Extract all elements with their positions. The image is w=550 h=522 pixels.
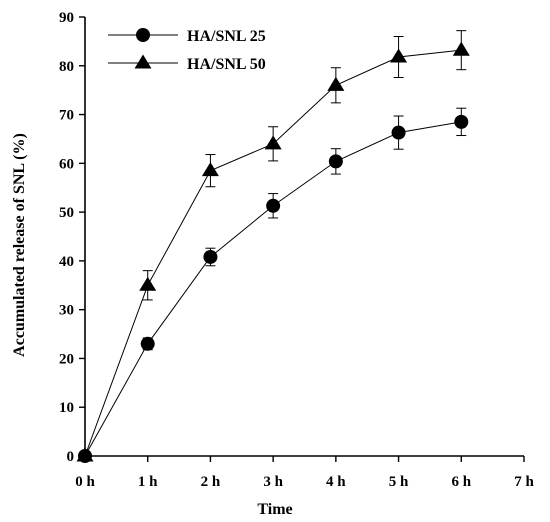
data-point: [328, 154, 343, 169]
series-1: [78, 107, 469, 463]
series-2: [76, 30, 470, 462]
axes: 0 10 20 30 40 50 60 70 80 90 0 h 1 h 2 h 3 h 4 h 5 h 6 h…: [59, 10, 534, 490]
data-point: [390, 48, 408, 63]
y-tick-label: 30: [59, 303, 74, 319]
legend-marker: [136, 28, 150, 42]
legend: HA/SNL 25 HA/SNL 50: [108, 28, 266, 73]
y-tick-label: 10: [59, 400, 74, 416]
data-point: [140, 336, 155, 351]
data-point: [452, 41, 470, 56]
series-line: [84, 49, 462, 457]
legend-label: HA/SNL 25: [187, 28, 266, 45]
y-axis-title: Accumulated release of SNL (%): [11, 133, 28, 357]
y-tick-label: 50: [59, 205, 74, 221]
x-tick-label: 2 h: [201, 474, 221, 490]
data-point: [454, 114, 469, 129]
data-point: [203, 249, 218, 264]
data-point: [201, 162, 219, 177]
legend-label: HA/SNL 50: [187, 56, 266, 73]
data-point: [327, 76, 345, 91]
x-tick-label: 7 h: [514, 474, 534, 490]
x-tick-label: 5 h: [389, 474, 409, 490]
y-tick-label: 40: [59, 254, 74, 270]
y-tick-label: 80: [59, 59, 74, 75]
y-tick-label: 60: [59, 156, 74, 172]
y-tick-label: 90: [59, 10, 74, 26]
x-axis-title: Time: [257, 501, 292, 518]
x-tick-label: 3 h: [263, 474, 283, 490]
legend-marker: [134, 54, 152, 69]
x-tick-label: 0 h: [75, 474, 95, 490]
y-tick-label: 70: [59, 108, 74, 124]
data-point: [76, 447, 94, 462]
data-point: [139, 276, 157, 291]
data-point: [391, 125, 406, 140]
data-point: [264, 135, 282, 150]
series-layer: [76, 30, 470, 463]
y-tick-label: 0: [67, 449, 75, 465]
x-tick-label: 4 h: [326, 474, 346, 490]
data-point: [266, 198, 281, 213]
x-tick-label: 1 h: [138, 474, 158, 490]
y-tick-label: 20: [59, 351, 74, 367]
x-tick-label: 6 h: [451, 474, 471, 490]
